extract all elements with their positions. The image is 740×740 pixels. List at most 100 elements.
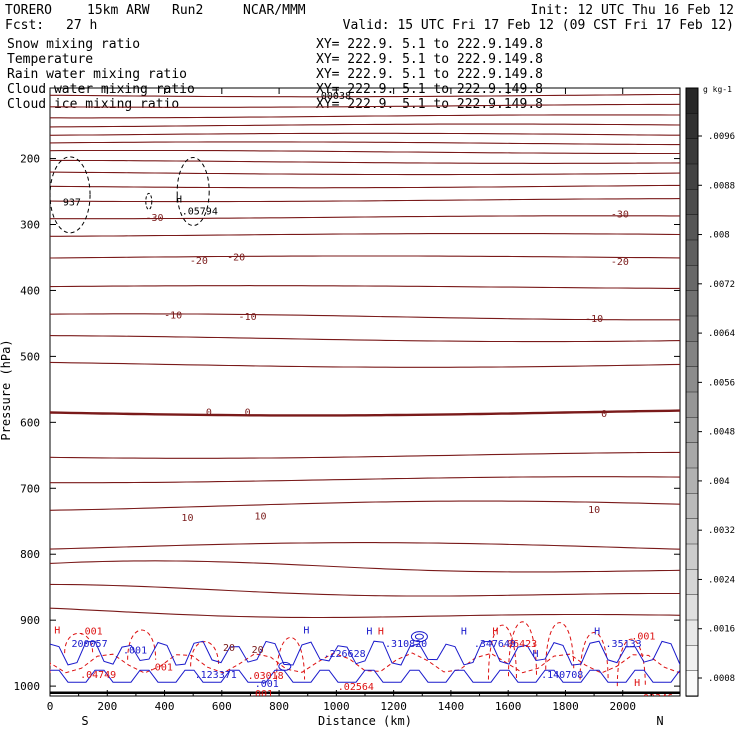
legend-temperature-xy: XY= 222.9. 5.1 to 222.9.149.8	[316, 52, 543, 67]
y-tick-label: 700	[20, 482, 40, 495]
cloud-water-contour	[50, 669, 680, 683]
isotherm-line	[50, 560, 680, 573]
colorbar-swatch	[685, 518, 699, 545]
colorbar-tick-label: .0016	[708, 625, 735, 635]
isotherm-line	[50, 255, 680, 259]
colorbar-swatch	[685, 113, 699, 140]
temperature-label: -20	[190, 256, 208, 267]
ice-label: .05794	[182, 206, 218, 217]
colorbar-tick-label: .0056	[708, 378, 735, 388]
header-model: TORERO	[5, 3, 52, 18]
colorbar-swatch	[685, 543, 699, 570]
rain-label: H	[54, 626, 60, 637]
isotherm-line	[50, 159, 680, 164]
colorbar-swatch	[685, 189, 699, 216]
cloud-water-label: H	[303, 626, 309, 637]
isotherm-line	[50, 198, 680, 203]
isotherm-line	[50, 313, 680, 321]
rain-contour	[508, 621, 537, 677]
isotherm-line	[50, 361, 680, 368]
cloud-water-label: .140708	[541, 670, 583, 681]
rain-label: .001	[149, 663, 173, 674]
isotherm-line	[50, 171, 680, 176]
x-tick-label: 1800	[552, 700, 579, 713]
colorbar-tick-label: .008	[708, 231, 730, 241]
cloud-water-label: H	[533, 649, 539, 660]
temperature-label: 20	[223, 643, 235, 654]
isotherm-line	[50, 114, 680, 119]
rain-label: .001	[631, 632, 655, 643]
cloud-water-label: H	[594, 626, 600, 637]
isotherm-line	[50, 93, 680, 98]
colorbar-swatch	[685, 594, 699, 621]
temperature-label: 20	[252, 645, 264, 656]
colorbar-tick-label: .0088	[708, 181, 735, 191]
header-fcst-value: 27 h	[66, 18, 97, 33]
y-axis-label: Pressure (hPa)	[0, 339, 13, 440]
snow-label: .00038	[315, 91, 351, 102]
rain-contour	[579, 632, 609, 680]
y-tick-label: 200	[20, 153, 40, 166]
isotherm-line	[50, 285, 680, 289]
cloud-water-label: H	[461, 626, 467, 637]
isotherm-line	[50, 335, 680, 343]
colorbar-tick-label: .0024	[708, 575, 735, 585]
isotherm-line	[50, 451, 680, 459]
cloud-water-label: .001	[255, 679, 279, 690]
legend-rain-xy: XY= 222.9. 5.1 to 222.9.149.8	[316, 67, 543, 82]
colorbar-swatch	[685, 265, 699, 292]
colorbar-tick-label: .0096	[708, 132, 735, 142]
legend: Snow mixing ratio XY= 222.9. 5.1 to 222.…	[7, 37, 543, 112]
rain-label: .03018	[248, 671, 284, 682]
isotherm-line	[50, 149, 680, 155]
temperature-label: -10	[585, 314, 603, 325]
ice-contour	[176, 157, 210, 227]
ice-label: H	[176, 194, 182, 205]
temperature-label: -10	[239, 312, 257, 323]
rain-contour	[545, 622, 575, 670]
cloud-water-contour	[410, 631, 428, 643]
rain-label: .02346	[637, 693, 673, 704]
rain-label: .06423	[501, 639, 537, 650]
ice-label: 937	[63, 198, 81, 209]
header-resolution: 15km ARW	[87, 3, 150, 18]
x-tick-label: 600	[212, 700, 232, 713]
rain-label: .04749	[80, 670, 116, 681]
isotherm-line	[50, 184, 680, 189]
rain-label: .001	[79, 626, 103, 637]
colorbar-tick-label: .0048	[708, 428, 735, 438]
cloud-water-label: .347649	[474, 639, 516, 650]
x-tick-label: 2000	[609, 700, 636, 713]
legend-snow: Snow mixing ratio	[7, 37, 140, 52]
rain-label: .02564	[338, 682, 374, 693]
temperature-label: 10	[254, 512, 266, 523]
x-tick-label: 400	[155, 700, 175, 713]
y-tick-label: 900	[20, 614, 40, 627]
y-tick-label: 400	[20, 284, 40, 297]
isotherm-line	[50, 215, 680, 220]
rain-contour	[616, 638, 646, 687]
legend-cloud-water-xy: XY= 222.9. 5.1 to 222.9.149.8	[316, 82, 543, 97]
colorbar-swatch	[685, 87, 699, 114]
colorbar-swatch	[685, 239, 699, 266]
legend-cloud-water: Cloud water mixing ratio	[7, 82, 195, 97]
isotherm-line	[50, 409, 680, 417]
colorbar-swatch	[685, 366, 699, 393]
isotherm-line	[50, 103, 680, 108]
ice-contour	[145, 192, 153, 210]
y-tick-label: 1000	[14, 680, 41, 693]
colorbar-swatch	[685, 645, 699, 672]
legend-rain: Rain water mixing ratio	[7, 67, 187, 82]
colorbar-tick-label: .0008	[708, 674, 735, 684]
cloud-water-label: .35133	[606, 639, 642, 650]
rain-contour	[190, 641, 220, 667]
x-tick-label: 1600	[495, 700, 522, 713]
rain-label: H	[634, 678, 640, 689]
north-label: N	[656, 714, 663, 728]
colorbar-swatch	[685, 315, 699, 342]
isotherm-line	[50, 141, 680, 146]
colorbar-swatch	[685, 569, 699, 596]
rain-contour	[276, 636, 306, 680]
x-tick-label: 200	[97, 700, 117, 713]
